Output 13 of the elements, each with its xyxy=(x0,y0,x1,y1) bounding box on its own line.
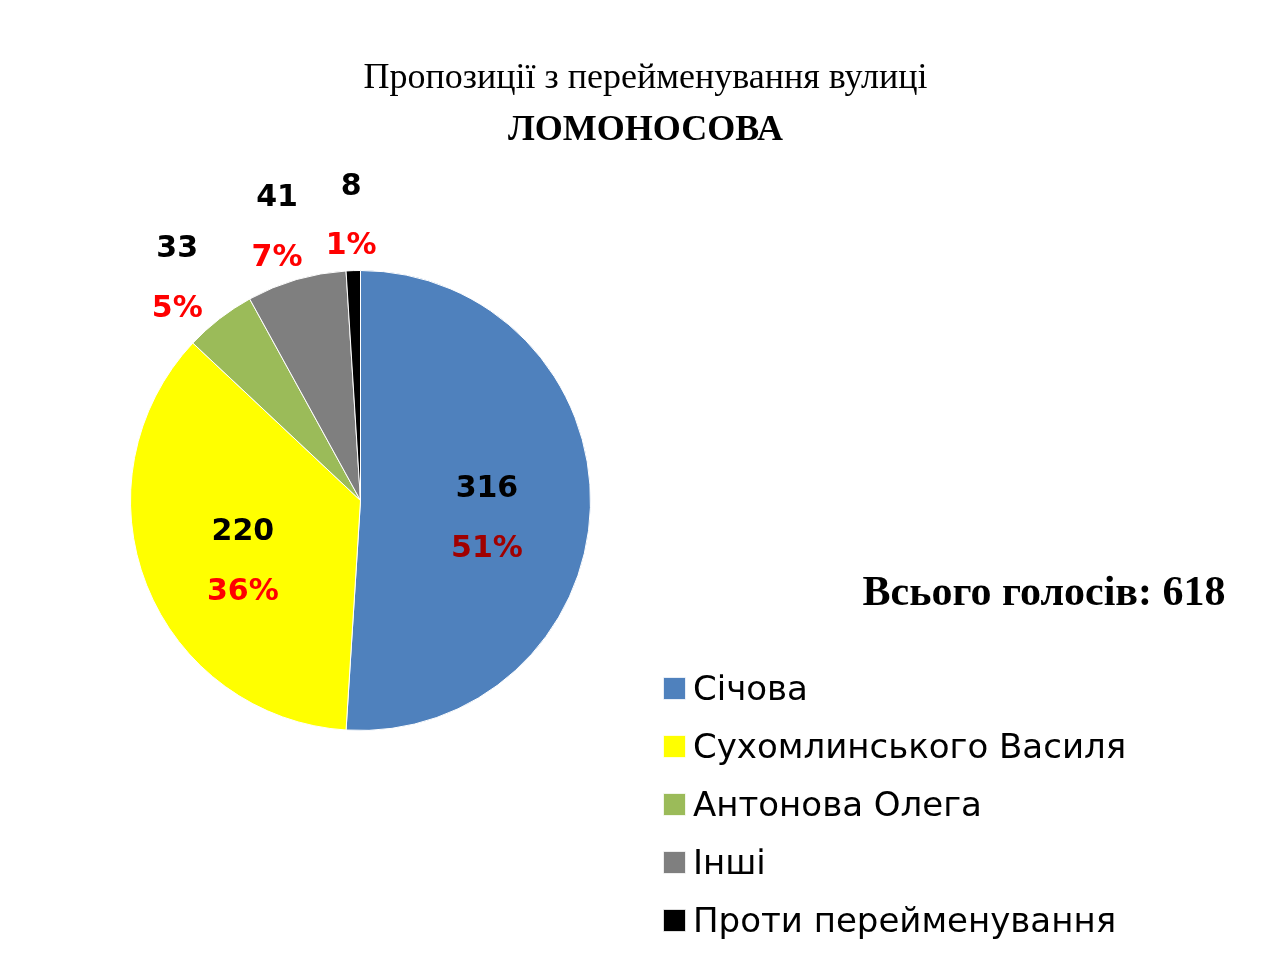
legend-label: Проти перейменування xyxy=(693,900,1117,940)
data-label: 33 5% xyxy=(151,229,203,324)
text: Всього голосів: 618 xyxy=(862,567,1226,614)
data-label: 220 36% xyxy=(206,512,279,607)
data-label: 8 1% xyxy=(325,166,377,262)
legend-label: Антонова Олега xyxy=(693,784,982,824)
chart-title: Пропозиції з перейменування вулиці xyxy=(363,55,928,96)
legend-label: Інші xyxy=(693,842,766,882)
legend-label: Сухомлинського Василя xyxy=(693,726,1127,766)
legend-label: Січова xyxy=(693,668,808,708)
data-label: 41 7% xyxy=(251,178,303,273)
data-label: 316 51% xyxy=(451,469,523,564)
chart-subtitle: ЛОМОНОСОВА xyxy=(508,107,783,148)
